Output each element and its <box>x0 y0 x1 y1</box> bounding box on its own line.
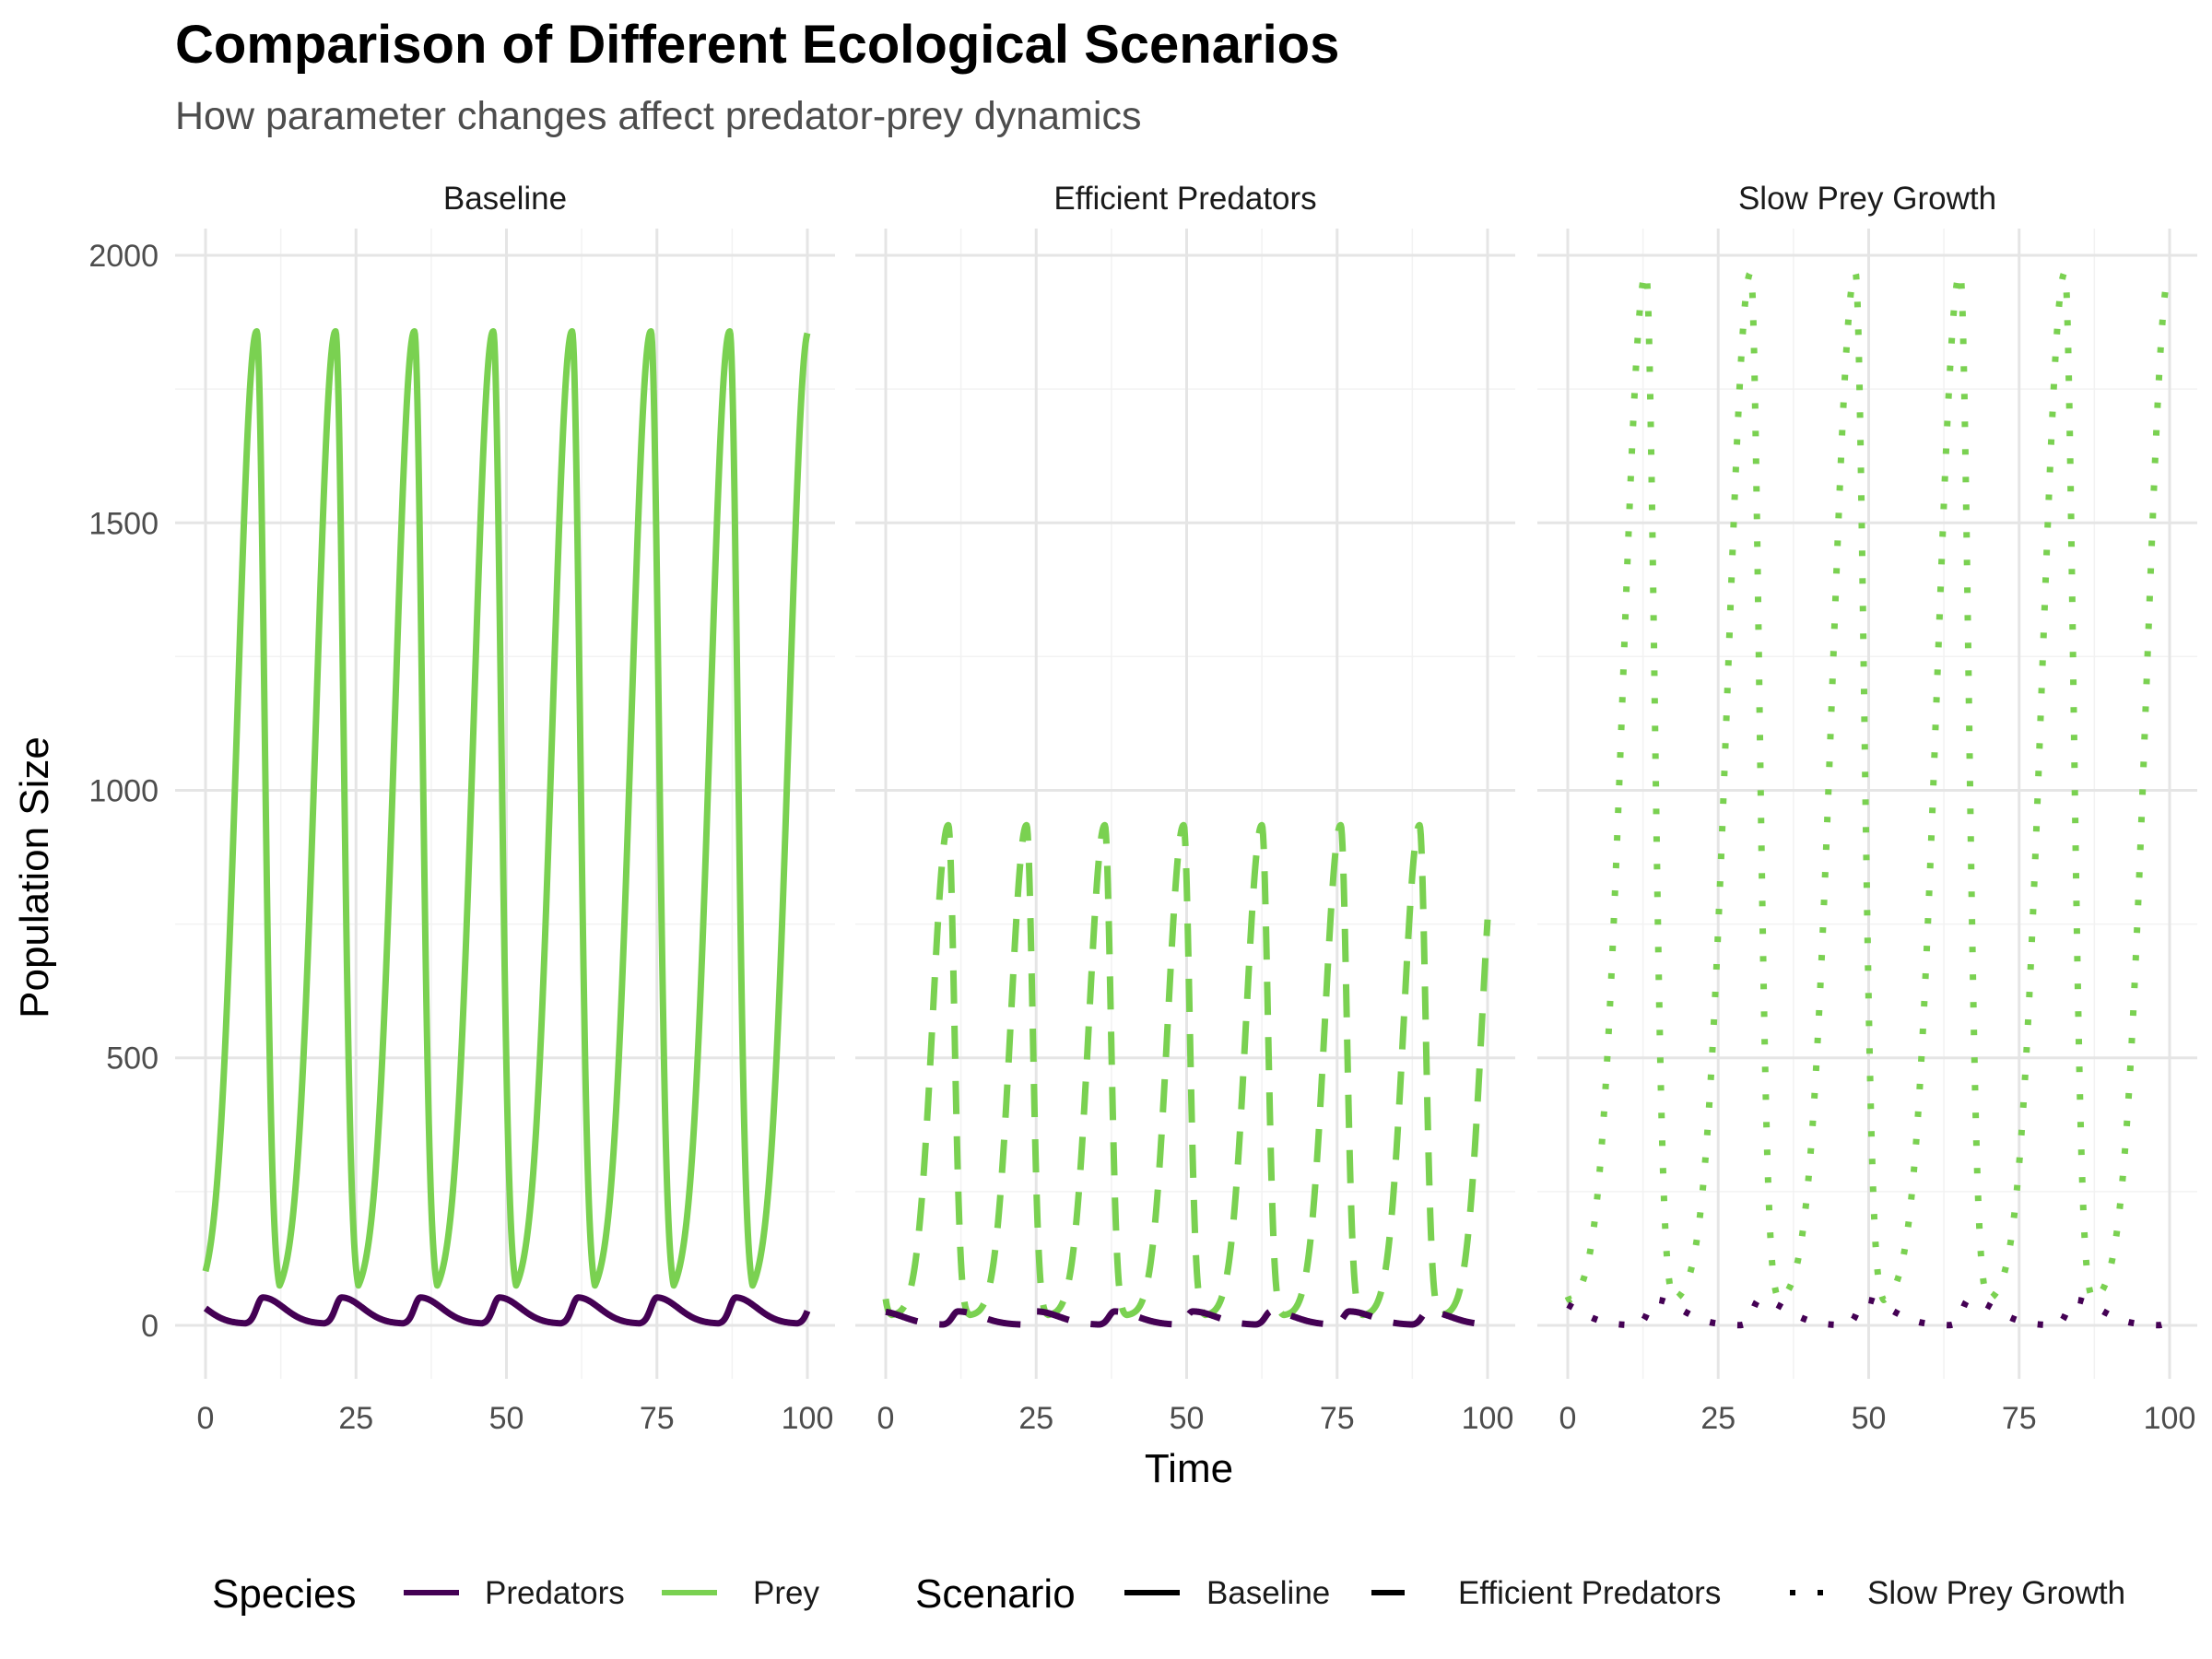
y-tick-label: 2000 <box>88 239 159 274</box>
x-tick-label: 50 <box>1170 1401 1205 1436</box>
panel-slow-prey-growth: Slow Prey Growth 0 25 50 75 100 <box>1537 181 2197 1436</box>
x-tick-label: 0 <box>877 1401 895 1436</box>
series-line-prey <box>1564 269 2172 1304</box>
y-axis: 0 500 1000 1500 2000 <box>88 239 159 1344</box>
legend-label-slow-prey-growth: Slow Prey Growth <box>1867 1575 2125 1611</box>
panel-baseline: Baseline 0 25 50 75 100 <box>175 181 835 1436</box>
x-tick-label: 25 <box>1700 1401 1735 1436</box>
series-line-prey <box>882 821 1491 1319</box>
panels: Baseline 0 25 50 75 100 Efficient Predators 0 25… <box>175 181 2197 1436</box>
series-line-predators <box>203 1294 811 1327</box>
panel-strip-label: Slow Prey Growth <box>1738 181 1996 217</box>
x-tick-label: 0 <box>197 1401 215 1436</box>
legend-label-predators: Predators <box>485 1575 625 1611</box>
x-tick-label: 100 <box>1462 1401 1514 1436</box>
legend-scenario-title: Scenario <box>915 1571 1076 1617</box>
x-tick-label: 50 <box>489 1401 524 1436</box>
legend: Species Predators Prey Scenario Baseline… <box>212 1571 2125 1617</box>
y-tick-label: 500 <box>106 1041 159 1077</box>
legend-label-efficient-predators: Efficient Predators <box>1458 1575 1721 1611</box>
y-tick-label: 0 <box>141 1309 159 1344</box>
panel-efficient-predators: Efficient Predators 0 25 50 75 100 <box>855 181 1515 1436</box>
x-tick-label: 0 <box>1559 1401 1577 1436</box>
x-axis-title: Time <box>1145 1446 1233 1491</box>
y-axis-title: Population Size <box>12 736 57 1018</box>
x-tick-label: 25 <box>1018 1401 1053 1436</box>
legend-label-prey: Prey <box>753 1575 819 1611</box>
legend-label-baseline: Baseline <box>1206 1575 1330 1611</box>
x-tick-label: 100 <box>782 1401 834 1436</box>
x-tick-label: 75 <box>1320 1401 1355 1436</box>
x-tick-label: 100 <box>2144 1401 2196 1436</box>
panel-strip-label: Baseline <box>443 181 567 217</box>
x-tick-label: 75 <box>640 1401 675 1436</box>
x-tick-label: 75 <box>2002 1401 2037 1436</box>
chart-subtitle: How parameter changes affect predator-pr… <box>175 94 1141 138</box>
y-tick-label: 1500 <box>88 506 159 541</box>
panel-strip-label: Efficient Predators <box>1053 181 1316 217</box>
chart-title: Comparison of Different Ecological Scena… <box>175 15 1339 75</box>
y-tick-label: 1000 <box>88 773 159 808</box>
series-line-prey <box>202 327 811 1289</box>
legend-species-title: Species <box>212 1571 357 1617</box>
x-tick-label: 25 <box>338 1401 373 1436</box>
x-tick-label: 50 <box>1852 1401 1887 1436</box>
